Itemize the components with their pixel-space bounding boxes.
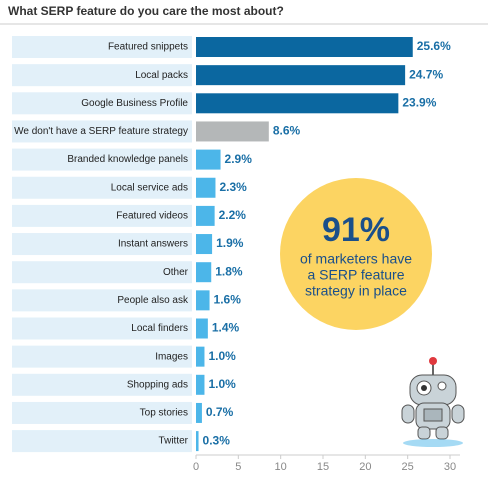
bar <box>196 374 205 395</box>
bar <box>196 121 269 142</box>
x-tick-label: 15 <box>317 461 329 473</box>
value-label: 23.9% <box>402 95 436 109</box>
category-box <box>12 430 192 453</box>
category-box <box>12 317 192 340</box>
bar <box>196 262 212 283</box>
category-box <box>12 120 192 143</box>
category-box <box>12 204 192 227</box>
category-box <box>12 233 192 256</box>
value-label: 0.7% <box>206 405 234 419</box>
y-tick-label: Local service ads <box>111 182 188 193</box>
y-tick-label: Twitter <box>159 436 189 447</box>
callout-circle <box>280 178 432 330</box>
callout-text: strategy in place <box>305 283 407 299</box>
y-tick-label: Other <box>163 267 189 278</box>
category-box <box>12 64 192 87</box>
value-label: 25.6% <box>417 39 451 53</box>
bar <box>196 205 215 226</box>
y-tick-label: Featured videos <box>116 211 188 222</box>
bar <box>196 290 210 311</box>
bar <box>196 346 205 367</box>
category-box <box>12 261 192 284</box>
value-label: 2.2% <box>219 208 247 222</box>
value-label: 2.9% <box>225 152 253 166</box>
bar <box>196 93 399 114</box>
callout-text: a SERP feature <box>307 267 404 283</box>
value-label: 1.0% <box>208 349 236 363</box>
bar <box>196 234 213 255</box>
bar <box>196 318 208 339</box>
y-tick-label: Featured snippets <box>108 42 188 53</box>
y-tick-label: Instant answers <box>118 239 188 250</box>
category-box <box>12 289 192 312</box>
value-label: 1.9% <box>216 236 244 250</box>
y-tick-label: People also ask <box>117 295 189 306</box>
bar <box>196 65 406 86</box>
x-tick-label: 20 <box>359 461 371 473</box>
y-tick-label: Local finders <box>131 323 188 334</box>
value-label: 8.6% <box>273 124 301 138</box>
bar <box>196 177 216 198</box>
bar <box>196 402 202 423</box>
category-box <box>12 345 192 368</box>
x-tick-label: 5 <box>235 461 241 473</box>
y-tick-label: Top stories <box>140 408 188 419</box>
bar <box>196 37 413 57</box>
x-tick-label: 30 <box>444 461 456 473</box>
value-label: 1.4% <box>212 321 240 335</box>
chart-title: What SERP feature do you care the most a… <box>8 4 284 18</box>
y-tick-label: Images <box>155 351 188 362</box>
value-label: 1.0% <box>208 377 236 391</box>
x-tick-label: 0 <box>193 461 199 473</box>
x-tick-label: 25 <box>402 461 414 473</box>
category-box <box>12 148 192 171</box>
y-tick-label: Shopping ads <box>127 379 188 390</box>
category-box <box>12 36 192 58</box>
category-box <box>12 401 192 424</box>
y-tick-label: Branded knowledge panels <box>67 154 188 165</box>
category-box <box>12 176 192 199</box>
value-label: 0.3% <box>203 433 231 447</box>
callout <box>280 178 432 330</box>
x-tick-label: 10 <box>275 461 287 473</box>
value-label: 1.6% <box>214 293 242 307</box>
robot-illustration <box>401 357 465 447</box>
value-label: 24.7% <box>409 67 443 81</box>
bar <box>196 149 221 170</box>
callout-text: of marketers have <box>300 251 412 267</box>
y-tick-label: Google Business Profile <box>81 98 188 109</box>
category-box <box>12 373 192 396</box>
callout-headline: 91% <box>322 211 390 249</box>
value-label: 1.8% <box>215 264 243 278</box>
bar <box>196 431 199 452</box>
value-label: 2.3% <box>219 180 247 194</box>
y-tick-label: Local packs <box>135 70 188 81</box>
category-box <box>12 92 192 115</box>
y-tick-label: We don't have a SERP feature strategy <box>14 126 188 137</box>
